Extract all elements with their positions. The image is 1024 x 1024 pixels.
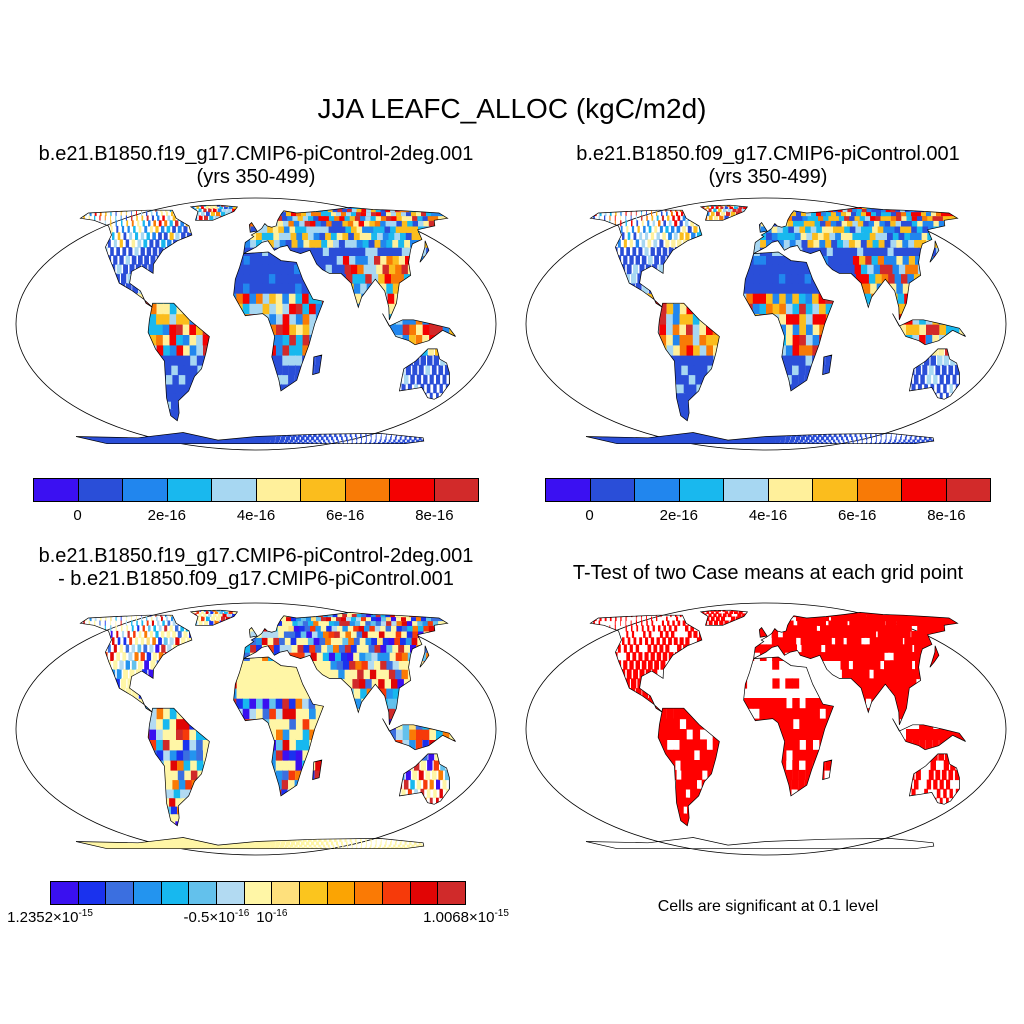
colorbar-swatch <box>546 479 591 501</box>
coastline <box>75 204 456 445</box>
colorbar-swatch <box>355 882 384 904</box>
colorbar-tick-label: 8e-16 <box>415 507 454 524</box>
panel3-title: b.e21.B1850.f19_g17.CMIP6-piControl-2deg… <box>0 545 512 591</box>
panel3-title-line2: - b.e21.B1850.f09_g17.CMIP6-piControl.00… <box>58 568 454 590</box>
map-ttest <box>525 602 1007 856</box>
colorbar-difference <box>50 881 466 905</box>
panel1-title: b.e21.B1850.f19_g17.CMIP6-piControl-2deg… <box>0 143 512 189</box>
coastline <box>585 609 966 850</box>
colorbar-swatch <box>161 882 190 904</box>
colorbar-tick-label: 2e-16 <box>147 507 186 524</box>
colorbar-swatch <box>857 479 902 501</box>
colorbar-tick-label: 6e-16 <box>838 507 877 524</box>
colorbar-swatch <box>134 882 162 904</box>
map-case2 <box>525 197 1007 451</box>
panel1-title-line2: (yrs 350-499) <box>196 166 316 188</box>
colorbar-swatch <box>813 479 858 501</box>
colorbar-tick-label: 1.0068×10-15 <box>423 908 509 926</box>
colorbar-swatch <box>590 479 635 501</box>
colorbar-case1 <box>33 478 479 502</box>
colorbar-swatch <box>123 479 168 501</box>
colorbar-swatch <box>106 882 135 904</box>
colorbar-swatch <box>327 882 356 904</box>
colorbar-swatch <box>679 479 724 501</box>
colorbar-swatch <box>301 479 346 501</box>
colorbar-swatch <box>383 882 411 904</box>
colorbar-swatch <box>244 882 273 904</box>
map-difference <box>15 602 497 856</box>
panel4-title: T-Test of two Case means at each grid po… <box>512 562 1024 585</box>
colorbar-tick-label: 6e-16 <box>326 507 365 524</box>
colorbar-swatch <box>768 479 813 501</box>
colorbar-tick-label: -0.5×10-16 <box>183 908 250 926</box>
coastline <box>585 204 966 445</box>
colorbar-swatch <box>438 882 466 904</box>
colorbar-swatch <box>946 479 990 501</box>
panel2-title: b.e21.B1850.f09_g17.CMIP6-piControl.001 … <box>512 143 1024 189</box>
colorbar-swatch <box>272 882 301 904</box>
colorbar-swatch <box>34 479 79 501</box>
colorbar-swatch <box>902 479 947 501</box>
colorbar-tick-label: 4e-16 <box>748 507 788 524</box>
panel1-title-line1: b.e21.B1850.f19_g17.CMIP6-piControl-2deg… <box>38 143 474 165</box>
colorbar-tick-label: 2e-16 <box>659 507 698 524</box>
colorbar-swatch <box>167 479 212 501</box>
colorbar-swatch <box>390 479 435 501</box>
colorbar-swatch <box>78 479 123 501</box>
colorbar-swatch <box>635 479 680 501</box>
panel4-title-line1: T-Test of two Case means at each grid po… <box>572 562 964 584</box>
colorbar-tick-label: 10-16 <box>256 908 288 926</box>
colorbar-swatch <box>256 479 301 501</box>
coastline <box>75 609 456 850</box>
colorbar-swatch <box>217 882 245 904</box>
panel2-title-line1: b.e21.B1850.f09_g17.CMIP6-piControl.001 <box>576 143 960 165</box>
colorbar-swatch <box>300 882 328 904</box>
colorbar-swatch <box>410 882 439 904</box>
colorbar-case2 <box>545 478 991 502</box>
colorbar-swatch <box>434 479 478 501</box>
significance-note: Cells are significant at 0.1 level <box>657 898 879 915</box>
colorbar-tick-label: 8e-16 <box>927 507 966 524</box>
colorbar-tick-label: 4e-16 <box>236 507 276 524</box>
colorbar-swatch <box>189 882 218 904</box>
colorbar-swatch <box>212 479 257 501</box>
colorbar-swatch <box>78 882 107 904</box>
map-case1 <box>15 197 497 451</box>
panel3-title-line1: b.e21.B1850.f19_g17.CMIP6-piControl-2deg… <box>38 545 474 567</box>
figure-title: JJA LEAFC_ALLOC (kgC/m2d) <box>317 93 707 124</box>
colorbar-swatch <box>724 479 769 501</box>
colorbar-tick-label: 1.2352×10-15 <box>7 908 93 926</box>
panel2-title-line2: (yrs 350-499) <box>708 166 828 188</box>
colorbar-tick-label: 0 <box>585 507 594 524</box>
colorbar-swatch <box>345 479 390 501</box>
colorbar-swatch <box>51 882 79 904</box>
colorbar-tick-label: 0 <box>73 507 82 524</box>
